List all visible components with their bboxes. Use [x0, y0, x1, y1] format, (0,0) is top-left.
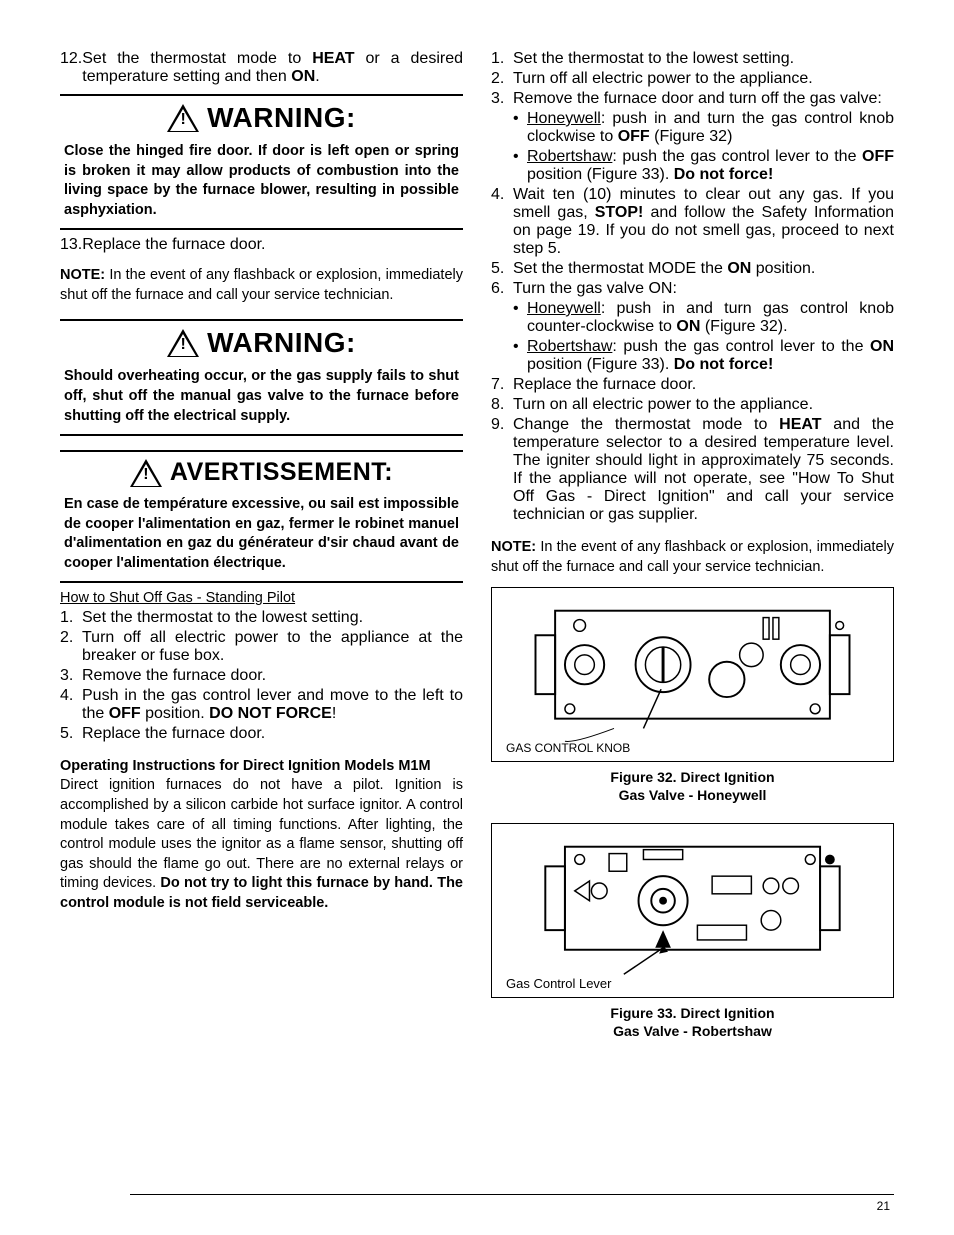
figure-33-box: Gas Control Lever [491, 823, 894, 998]
divider [60, 434, 463, 436]
di-step-3a: •Honeywell: push in and turn the gas con… [513, 110, 894, 146]
di-step-3: 3.Remove the furnace door and turn off t… [491, 90, 894, 108]
di-step-5: 5.Set the thermostat MODE the ON positio… [491, 260, 894, 278]
page-number: 21 [877, 1199, 890, 1213]
divider [60, 450, 463, 452]
shutoff-standing-pilot-header: How to Shut Off Gas - Standing Pilot [60, 589, 463, 609]
right-column: 1.Set the thermostat to the lowest setti… [491, 50, 894, 1040]
m1m-body: Direct ignition furnaces do not have a p… [60, 776, 463, 913]
warning-body: Close the hinged fire door. If door is l… [60, 142, 463, 220]
warning-title: ! WARNING: [60, 102, 463, 134]
gas-valve-honeywell-diagram [500, 596, 885, 753]
di-step-3b: •Robertshaw: push the gas control lever … [513, 148, 894, 184]
figure-32-box: GAS CONTROL KNOB [491, 587, 894, 762]
warning-title-text: AVERTISSEMENT: [170, 458, 393, 487]
sp-step-4: 4.Push in the gas control lever and move… [60, 687, 463, 723]
warning-title-text: WARNING: [207, 327, 356, 359]
warning-body: En case de température excessive, ou sai… [60, 495, 463, 573]
sp-step-2: 2.Turn off all electric power to the app… [60, 629, 463, 665]
di-step-6a: •Honeywell: push in and turn gas control… [513, 300, 894, 336]
di-step-7: 7.Replace the furnace door. [491, 376, 894, 394]
warning-block-2: ! WARNING: Should overheating occur, or … [60, 327, 463, 426]
di-step-6: 6.Turn the gas valve ON: [491, 280, 894, 298]
note-2: NOTE: In the event of any flashback or e… [491, 538, 894, 577]
di-step-4: 4.Wait ten (10) minutes to clear out any… [491, 186, 894, 258]
di-step-6b: •Robertshaw: push the gas control lever … [513, 338, 894, 374]
figure-32-caption: Figure 32. Direct Ignition Gas Valve - H… [491, 768, 894, 804]
divider [60, 228, 463, 230]
warning-block-1: ! WARNING: Close the hinged fire door. I… [60, 102, 463, 220]
step-number: 13. [60, 236, 82, 254]
di-step-2: 2.Turn off all electric power to the app… [491, 70, 894, 88]
m1m-header: Operating Instructions for Direct Igniti… [60, 757, 463, 777]
sp-step-1: 1.Set the thermostat to the lowest setti… [60, 609, 463, 627]
step-13: 13. Replace the furnace door. [60, 236, 463, 254]
left-column: 12. Set the thermostat mode to HEAT or a… [60, 50, 463, 1040]
warning-body: Should overheating occur, or the gas sup… [60, 367, 463, 426]
warning-title: ! WARNING: [60, 327, 463, 359]
figure-33-caption: Figure 33. Direct Ignition Gas Valve - R… [491, 1004, 894, 1040]
di-step-9: 9.Change the thermostat mode to HEAT and… [491, 416, 894, 524]
note-1: NOTE: In the event of any flashback or e… [60, 266, 463, 305]
avertissement-block: ! AVERTISSEMENT: En case de température … [60, 458, 463, 573]
warning-triangle-icon: ! [167, 329, 199, 357]
step-number: 12. [60, 50, 82, 86]
di-step-8: 8.Turn on all electric power to the appl… [491, 396, 894, 414]
sp-step-5: 5.Replace the furnace door. [60, 725, 463, 743]
warning-title: ! AVERTISSEMENT: [60, 458, 463, 487]
di-step-1: 1.Set the thermostat to the lowest setti… [491, 50, 894, 68]
step-12: 12. Set the thermostat mode to HEAT or a… [60, 50, 463, 86]
step-text: Replace the furnace door. [82, 236, 463, 254]
figure-33-label: Gas Control Lever [506, 976, 612, 991]
sp-step-3: 3.Remove the furnace door. [60, 667, 463, 685]
gas-valve-robertshaw-diagram [500, 832, 885, 989]
step-text: Set the thermostat mode to HEAT or a des… [82, 50, 463, 86]
divider [60, 319, 463, 321]
warning-title-text: WARNING: [207, 102, 356, 134]
divider [60, 94, 463, 96]
divider [60, 581, 463, 583]
figure-32-label: GAS CONTROL KNOB [506, 741, 630, 755]
warning-triangle-icon: ! [167, 104, 199, 132]
warning-triangle-icon: ! [130, 459, 162, 487]
page-footer-rule [130, 1194, 894, 1195]
